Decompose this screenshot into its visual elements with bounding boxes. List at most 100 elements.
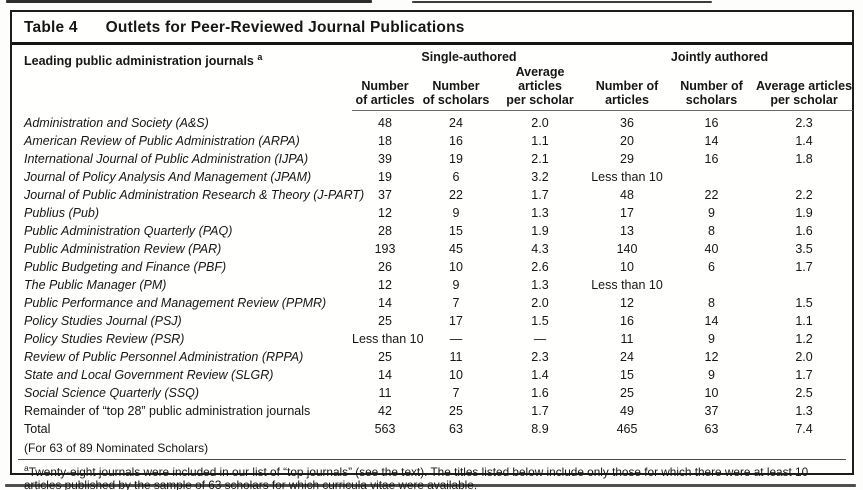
journal-name-cell: Public Administration Quarterly (PAQ) bbox=[24, 224, 233, 238]
single-articles-cell: 26 bbox=[378, 260, 392, 274]
single-scholars-cell: 7 bbox=[452, 296, 460, 310]
joint-scholars-cell: 8 bbox=[708, 224, 715, 238]
joint-scholars-cell: 10 bbox=[704, 386, 719, 400]
single-average-cell: 1.3 bbox=[531, 278, 549, 292]
joint-articles-cell: 36 bbox=[620, 116, 634, 130]
single-scholars-cell: 10 bbox=[449, 260, 463, 274]
joint-articles-cell: Less than 10 bbox=[591, 278, 663, 292]
single-scholars-cell: 11 bbox=[449, 350, 463, 364]
table-row: Public Administration Review (PAR) 193 4… bbox=[12, 240, 853, 258]
joint-average-cell bbox=[755, 168, 853, 186]
joint-articles-cell: 13 bbox=[620, 224, 634, 238]
journal-name-cell: Public Performance and Management Review… bbox=[24, 296, 327, 310]
table-row: Public Budgeting and Finance (PBF) 26 10… bbox=[12, 258, 853, 276]
journal-name-cell: American Review of Public Administration… bbox=[24, 134, 300, 148]
journal-name-cell: Remainder of “top 28” public administrat… bbox=[24, 404, 311, 418]
joint-average-cell: 1.5 bbox=[795, 296, 813, 310]
joint-average-cell: 1.7 bbox=[795, 368, 813, 382]
col-header-single-articles: Number of articles bbox=[352, 65, 418, 111]
single-average-cell: — bbox=[533, 332, 547, 346]
col-header-single-average: Average articles per scholar bbox=[494, 65, 586, 111]
single-average-cell: 1.4 bbox=[531, 368, 549, 382]
single-articles-cell: Less than 10 bbox=[352, 332, 424, 346]
single-average-cell: 2.3 bbox=[531, 350, 549, 364]
joint-average-cell: 1.9 bbox=[795, 206, 813, 220]
journals-column-header-label: Leading public administration journals bbox=[24, 54, 254, 69]
sample-note: (For 63 of 89 Nominated Scholars) bbox=[24, 441, 209, 455]
single-articles-cell: 25 bbox=[378, 350, 392, 364]
table-row: Remainder of “top 28” public administrat… bbox=[12, 402, 853, 420]
single-articles-cell: 12 bbox=[378, 206, 392, 220]
table-row: The Public Manager (PM) 12 9 1.3 Less th… bbox=[12, 276, 853, 294]
journal-name-cell: State and Local Government Review (SLGR) bbox=[24, 368, 274, 382]
joint-articles-cell: Less than 10 bbox=[591, 170, 663, 184]
joint-articles-cell: 12 bbox=[620, 296, 634, 310]
joint-average-cell: 2.3 bbox=[795, 116, 813, 130]
joint-average-cell: 2.2 bbox=[795, 188, 813, 202]
table-row: Public Administration Quarterly (PAQ) 28… bbox=[12, 222, 853, 240]
col-header-joint-average: Average articles per scholar bbox=[755, 65, 854, 111]
single-scholars-cell: 22 bbox=[449, 188, 463, 202]
single-scholars-cell: 6 bbox=[452, 170, 460, 184]
joint-articles-cell: 49 bbox=[620, 404, 634, 418]
single-articles-cell: 18 bbox=[378, 134, 392, 148]
joint-average-cell: 1.3 bbox=[795, 404, 813, 418]
joint-scholars-cell: 9 bbox=[708, 206, 715, 220]
single-scholars-cell: 9 bbox=[452, 278, 460, 292]
group-header-jointly-authored: Jointly authored bbox=[670, 50, 769, 64]
joint-articles-cell: 24 bbox=[620, 350, 634, 364]
joint-articles-cell: 20 bbox=[620, 134, 634, 148]
single-articles-cell: 42 bbox=[378, 404, 392, 418]
table-row: Policy Studies Journal (PSJ) 25 17 1.5 1… bbox=[12, 312, 853, 330]
scan-artifact-top-2 bbox=[412, 1, 712, 3]
table-footnote: aTwenty-eight journals were included in … bbox=[12, 462, 852, 490]
joint-average-cell: 1.4 bbox=[795, 134, 813, 148]
group-header-single-authored: Single-authored bbox=[421, 50, 517, 64]
single-articles-cell: 563 bbox=[374, 422, 396, 436]
joint-scholars-cell: 14 bbox=[704, 314, 719, 328]
single-average-cell: 1.7 bbox=[531, 404, 549, 418]
joint-articles-cell: 25 bbox=[620, 386, 634, 400]
table-number-label: Table 4 bbox=[24, 19, 78, 36]
single-articles-cell: 11 bbox=[378, 386, 392, 400]
joint-scholars-cell: 63 bbox=[704, 422, 719, 436]
journal-name-cell: Journal of Policy Analysis And Managemen… bbox=[24, 170, 312, 184]
joint-average-cell: 1.7 bbox=[795, 260, 813, 274]
single-average-cell: 3.2 bbox=[531, 170, 549, 184]
joint-articles-cell: 11 bbox=[620, 332, 634, 346]
joint-articles-cell: 17 bbox=[620, 206, 634, 220]
journal-name-cell: Review of Public Personnel Administratio… bbox=[24, 350, 304, 364]
single-average-cell: 2.6 bbox=[531, 260, 549, 274]
single-articles-cell: 37 bbox=[378, 188, 392, 202]
joint-scholars-cell: 12 bbox=[704, 350, 719, 364]
single-scholars-cell: 10 bbox=[449, 368, 463, 382]
table-row: International Journal of Public Administ… bbox=[12, 150, 853, 168]
single-scholars-cell: 15 bbox=[449, 224, 463, 238]
single-average-cell: 2.0 bbox=[531, 296, 549, 310]
scan-artifact-bottom bbox=[5, 484, 856, 487]
single-scholars-cell: 24 bbox=[449, 116, 463, 130]
journal-name-cell: Journal of Public Administration Researc… bbox=[24, 188, 365, 202]
table-row: Administration and Society (A&S) 48 24 2… bbox=[12, 111, 853, 133]
single-average-cell: 1.3 bbox=[531, 206, 549, 220]
single-average-cell: 1.7 bbox=[531, 188, 549, 202]
joint-scholars-cell: 9 bbox=[708, 368, 715, 382]
single-average-cell: 4.3 bbox=[531, 242, 549, 256]
joint-articles-cell: 48 bbox=[620, 188, 634, 202]
journals-column-header: Leading public administration journals a bbox=[12, 45, 352, 111]
journal-name-cell: Total bbox=[24, 422, 51, 436]
table-row: State and Local Government Review (SLGR)… bbox=[12, 366, 853, 384]
scan-artifact-top bbox=[6, 0, 372, 3]
joint-scholars-cell: 40 bbox=[704, 242, 719, 256]
table-row: Policy Studies Review (PSR) Less than 10… bbox=[12, 330, 853, 348]
table-caption: Outlets for Peer-Reviewed Journal Public… bbox=[105, 19, 465, 36]
table-row: Journal of Policy Analysis And Managemen… bbox=[12, 168, 853, 186]
joint-scholars-cell: 8 bbox=[708, 296, 715, 310]
single-scholars-cell: 16 bbox=[449, 134, 463, 148]
journal-name-cell: International Journal of Public Administ… bbox=[24, 152, 309, 166]
table-row: Journal of Public Administration Researc… bbox=[12, 186, 853, 204]
journal-name-cell: Policy Studies Journal (PSJ) bbox=[24, 314, 182, 328]
joint-scholars-cell: 9 bbox=[708, 332, 715, 346]
single-articles-cell: 48 bbox=[378, 116, 392, 130]
